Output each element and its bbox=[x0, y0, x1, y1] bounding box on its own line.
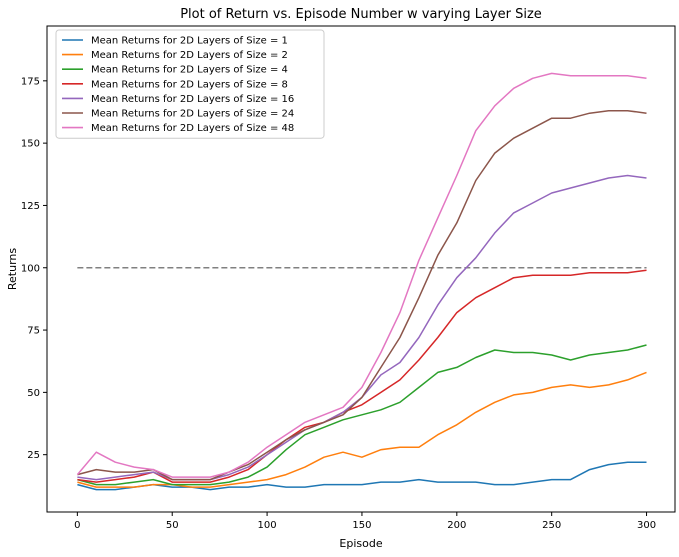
y-axis-title: Returns bbox=[6, 248, 19, 291]
chart-title: Plot of Return vs. Episode Number w vary… bbox=[180, 7, 542, 22]
x-axis-title: Episode bbox=[339, 537, 382, 550]
legend-label-3: Mean Returns for 2D Layers of Size = 4 bbox=[91, 65, 288, 76]
x-tick-label: 300 bbox=[637, 520, 656, 531]
x-tick-label: 0 bbox=[74, 520, 80, 531]
legend-label-2: Mean Returns for 2D Layers of Size = 2 bbox=[91, 50, 288, 61]
y-tick-label: 150 bbox=[21, 139, 40, 150]
series-line-1 bbox=[77, 461, 647, 491]
series-line-3 bbox=[77, 344, 647, 486]
x-tick-label: 150 bbox=[352, 520, 371, 531]
legend-label-7: Mean Returns for 2D Layers of Size = 48 bbox=[91, 123, 294, 134]
legend-label-5: Mean Returns for 2D Layers of Size = 16 bbox=[91, 94, 294, 105]
y-tick-label: 75 bbox=[27, 326, 40, 337]
series-layer bbox=[76, 72, 647, 491]
series-line-7 bbox=[76, 72, 647, 478]
y-tick-label: 25 bbox=[27, 450, 40, 461]
x-tick-label: 200 bbox=[447, 520, 466, 531]
x-axis: 0 50 100 150 200 250 300 bbox=[74, 512, 656, 531]
x-tick-label: 250 bbox=[542, 520, 561, 531]
legend-box bbox=[55, 29, 325, 139]
y-axis: 25 50 75 100 125 150 175 bbox=[21, 76, 47, 461]
x-tick-label: 100 bbox=[258, 520, 277, 531]
y-tick-label: 125 bbox=[21, 201, 40, 212]
legend-label-1: Mean Returns for 2D Layers of Size = 1 bbox=[91, 36, 288, 47]
y-tick-label: 175 bbox=[21, 76, 40, 87]
x-tick-label: 50 bbox=[166, 520, 179, 531]
y-tick-label: 100 bbox=[21, 263, 40, 274]
legend-label-6: Mean Returns for 2D Layers of Size = 24 bbox=[91, 109, 294, 120]
series-line-6 bbox=[77, 109, 647, 481]
legend: Mean Returns for 2D Layers of Size = 1 Me… bbox=[55, 29, 325, 139]
legend-label-4: Mean Returns for 2D Layers of Size = 8 bbox=[91, 79, 288, 90]
series-line-4 bbox=[77, 269, 647, 483]
y-tick-label: 50 bbox=[27, 388, 40, 399]
